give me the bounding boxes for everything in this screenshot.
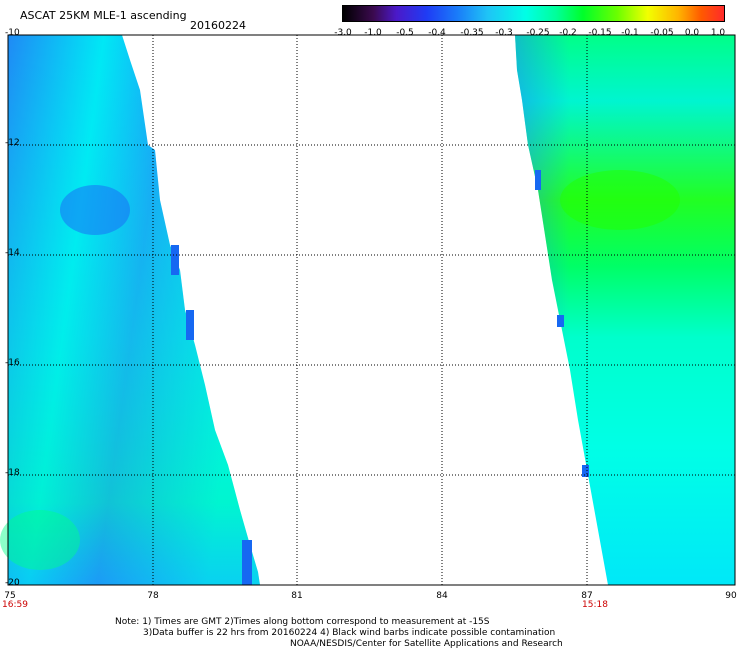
note-line-3: NOAA/NESDIS/Center for Satellite Applica… (290, 639, 563, 649)
color-scale-label: -0.4 (428, 28, 446, 38)
color-scale-label: -0.5 (396, 28, 414, 38)
lon-label: 84 (436, 591, 448, 601)
left-swath-shade (8, 35, 260, 585)
color-scale-label: -0.2 (559, 28, 577, 38)
right-swath-edge-pixel (582, 465, 589, 477)
left-swath-edge-pixel (242, 540, 252, 585)
left-swath-time: 16:59 (2, 600, 28, 610)
grid-lines (8, 35, 735, 585)
lat-label: -12 (5, 138, 20, 148)
lat-label: -20 (5, 578, 20, 588)
lon-label: 81 (291, 591, 303, 601)
right-swath-feature (560, 170, 680, 230)
color-scale-label: -0.3 (495, 28, 513, 38)
color-scale-label: 1.0 (710, 28, 726, 38)
left-swath-feature (60, 185, 130, 235)
color-scale-bar (342, 5, 725, 22)
right-swath-shade (515, 35, 735, 585)
lon-label: 78 (147, 591, 159, 601)
note-line-1: Note: 1) Times are GMT 2)Times along bot… (115, 617, 490, 627)
lat-label: -14 (5, 248, 20, 258)
map-title: ASCAT 25KM MLE-1 ascending (20, 9, 187, 22)
left-swath-feature (0, 510, 80, 570)
color-scale-label: -0.25 (526, 28, 550, 38)
color-scale-label: -3.0 (334, 28, 352, 38)
lon-label: 75 (4, 591, 16, 601)
left-swath-edge-pixel (186, 310, 194, 340)
lat-label: -10 (5, 28, 20, 38)
left-swath-edge-pixel (171, 245, 179, 275)
color-scale-label: -1.0 (364, 28, 382, 38)
plot-frame (7, 34, 736, 586)
color-scale-label: -0.15 (588, 28, 612, 38)
note-line-2: 3)Data buffer is 22 hrs from 20160224 4)… (143, 628, 556, 638)
lat-label: -18 (5, 468, 20, 478)
color-scale-label: 0.0 (684, 28, 700, 38)
lon-label: 90 (725, 591, 737, 601)
color-scale-label: -0.1 (621, 28, 639, 38)
color-scale-label: -0.05 (650, 28, 674, 38)
right-swath-edge-pixel (535, 170, 541, 190)
map-date: 20160224 (190, 19, 246, 32)
color-scale-label: -0.35 (460, 28, 484, 38)
right-swath-time: 15:18 (582, 600, 608, 610)
lon-label: 87 (581, 591, 593, 601)
right-swath-edge-pixel (557, 315, 564, 327)
lat-label: -16 (5, 358, 20, 368)
